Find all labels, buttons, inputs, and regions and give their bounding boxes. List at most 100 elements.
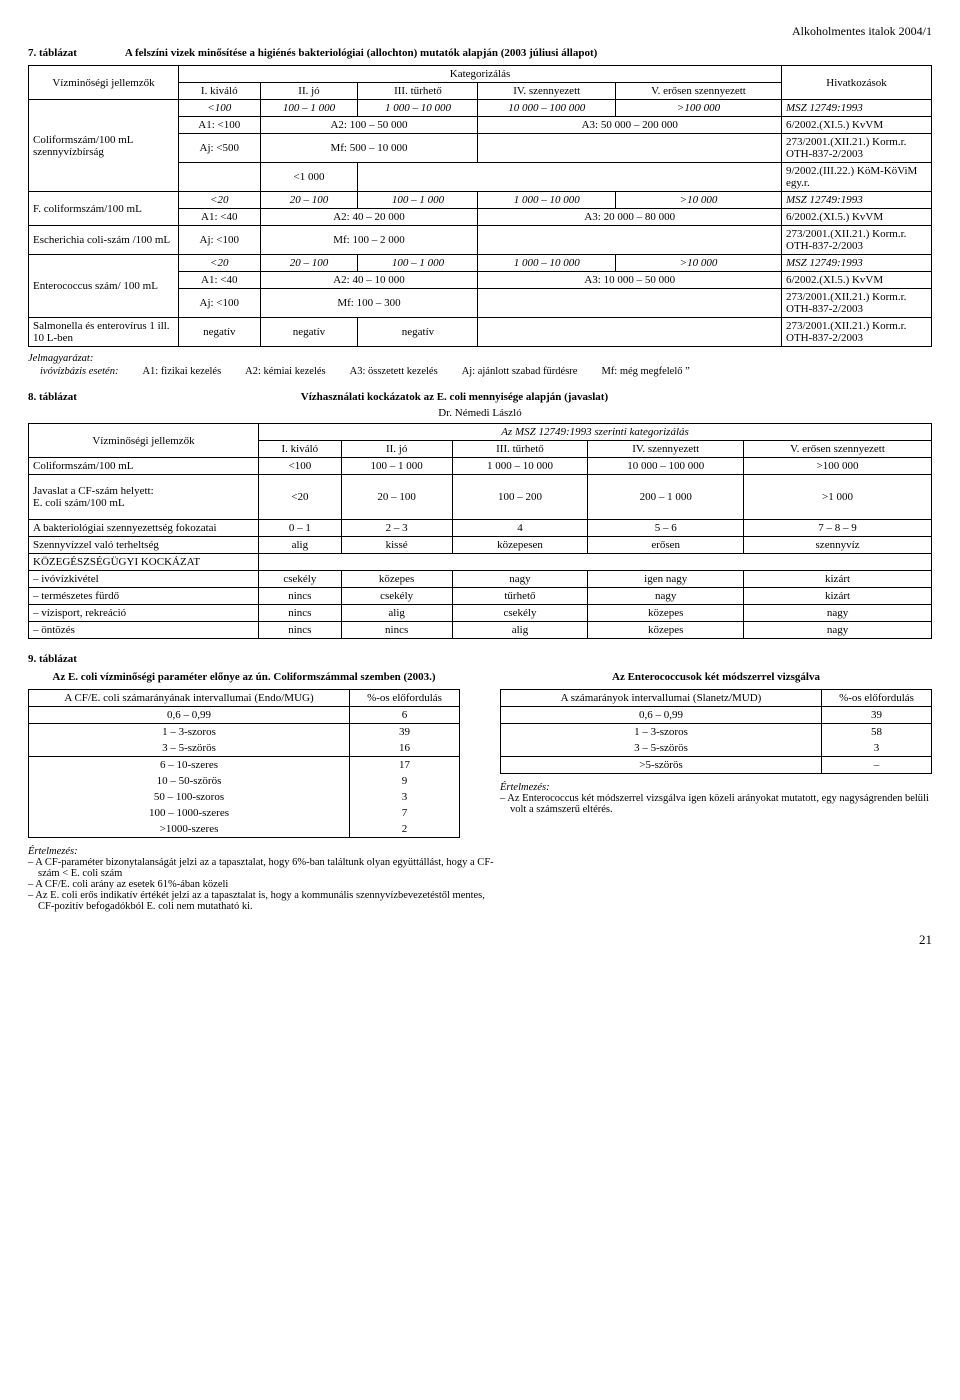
cell: A2: 40 – 20 000	[260, 209, 478, 226]
cell: Mf: 500 – 10 000	[260, 134, 478, 163]
cell: 16	[350, 740, 460, 757]
cell: 10 000 – 100 000	[478, 100, 616, 117]
cell: 0,6 – 0,99	[29, 707, 350, 724]
table-row: >5-szörös–	[501, 757, 932, 774]
cell: 2 – 3	[341, 520, 452, 537]
cell: 39	[350, 724, 460, 741]
cell: kizárt	[744, 588, 932, 605]
col-header: II. jó	[341, 441, 452, 458]
cell	[478, 134, 782, 163]
cell: csekély	[259, 571, 342, 588]
cell: 1 000 – 10 000	[358, 100, 478, 117]
table8: Vízminőségi jellemzők Az MSZ 12749:1993 …	[28, 423, 932, 639]
col-header: V. erősen szennyezett	[615, 83, 781, 100]
table9-container: Az E. coli vízminőségi paraméter előnye …	[28, 671, 932, 838]
table-row: – természetes fürdő nincs csekély tűrhet…	[29, 588, 932, 605]
cell: 5 – 6	[588, 520, 744, 537]
cell: 2	[350, 821, 460, 838]
cell: Mf: 100 – 2 000	[260, 226, 478, 255]
table-row: F. coliformszám/100 mL <20 20 – 100 100 …	[29, 192, 932, 209]
cell: 273/2001.(XII.21.) Korm.r. OTH-837-2/200…	[782, 134, 932, 163]
legend-item: Aj: ajánlott szabad fürdésre	[462, 366, 578, 377]
cell: negatív	[260, 318, 358, 347]
cell: 3 – 5-szörös	[29, 740, 350, 757]
col-header: A számarányok intervallumai (Slanetz/MUD…	[501, 690, 822, 707]
row-label: – öntözés	[29, 622, 259, 639]
cell: 4	[452, 520, 588, 537]
cell: nincs	[259, 588, 342, 605]
table-row: Vízminőségi jellemzők Az MSZ 12749:1993 …	[29, 424, 932, 441]
cell: csekély	[452, 605, 588, 622]
table-row: – vízisport, rekreáció nincs alig csekél…	[29, 605, 932, 622]
cell: >1000-szeres	[29, 821, 350, 838]
cell	[478, 318, 782, 347]
cell	[179, 163, 261, 192]
table-row: KÖZEGÉSZSÉGÜGYI KOCKÁZAT	[29, 554, 932, 571]
cell: <20	[179, 255, 261, 272]
cell: 273/2001.(XII.21.) Korm.r. OTH-837-2/200…	[782, 226, 932, 255]
cell: 58	[822, 724, 932, 741]
cell: 1 000 – 10 000	[452, 458, 588, 475]
cell: 6/2002.(XI.5.) KvVM	[782, 272, 932, 289]
row-label: Enterococcus szám/ 100 mL	[29, 255, 179, 318]
cell: negatív	[358, 318, 478, 347]
cell: alig	[341, 605, 452, 622]
row-label: Szennyvízzel való terheltség	[29, 537, 259, 554]
table-row: Javaslat a CF-szám helyett: E. coli szám…	[29, 475, 932, 520]
cell: A3: 50 000 – 200 000	[478, 117, 782, 134]
cell: 3	[350, 789, 460, 805]
table-row: A bakteriológiai szennyezettség fokozata…	[29, 520, 932, 537]
cell: nagy	[588, 588, 744, 605]
cell: 20 – 100	[260, 255, 358, 272]
table8-caption: 8. táblázat Vízhasználati kockázatok az …	[28, 391, 932, 403]
col-header: %-os előfordulás	[822, 690, 932, 707]
cell: 9	[350, 773, 460, 789]
table9-left-title: Az E. coli vízminőségi paraméter előnye …	[28, 671, 460, 683]
legend-item: Mf: még megfelelő ”	[601, 366, 689, 377]
table-row: Escherichia coli-szám /100 mL Aj: <100 M…	[29, 226, 932, 255]
col-header: Az MSZ 12749:1993 szerinti kategorizálás	[259, 424, 932, 441]
cell: alig	[259, 537, 342, 554]
cell: 1 000 – 10 000	[478, 255, 616, 272]
cell: 39	[822, 707, 932, 724]
legend-item: A1: fizikai kezelés	[142, 366, 221, 377]
col-header: Vízminőségi jellemzők	[29, 424, 259, 458]
table8-subtitle: Dr. Némedi László	[28, 407, 932, 419]
cell: kizárt	[744, 571, 932, 588]
table8-number: 8. táblázat	[28, 391, 77, 403]
table-row: 10 – 50-szörös 9	[29, 773, 460, 789]
cell: >100 000	[744, 458, 932, 475]
note-line: – Az Enterococcus két módszerrel vizsgál…	[500, 793, 932, 815]
cell: A2: 40 – 10 000	[260, 272, 478, 289]
cell: 100 – 1 000	[341, 458, 452, 475]
cell: 7	[350, 805, 460, 821]
col-header: V. erősen szennyezett	[744, 441, 932, 458]
cell: erősen	[588, 537, 744, 554]
table-row: 1 – 3-szoros 58	[501, 724, 932, 741]
col-header: A CF/E. coli számarányának intervallumai…	[29, 690, 350, 707]
cell: Aj: <500	[179, 134, 261, 163]
table9-right-title: Az Enterococcusok két módszerrel vizsgál…	[500, 671, 932, 683]
cell: <20	[259, 475, 342, 520]
row-label: Coliformszám/100 mL	[29, 458, 259, 475]
note-title: Értelmezés:	[28, 846, 498, 857]
row-label: Salmonella és enterovírus 1 ill. 10 L-be…	[29, 318, 179, 347]
table-row: 1 – 3-szoros 39	[29, 724, 460, 741]
cell	[478, 289, 782, 318]
cell	[358, 163, 782, 192]
col-header: I. kiváló	[259, 441, 342, 458]
cell: 273/2001.(XII.21.) Korm.r. OTH-837-2/200…	[782, 318, 932, 347]
table9-right-notes: Értelmezés: – Az Enterococcus két módsze…	[500, 782, 932, 815]
cell: >1 000	[744, 475, 932, 520]
legend-item: A3: összetett kezelés	[350, 366, 438, 377]
row-label: Coliformszám/100 mL szennyvízbírság	[29, 100, 179, 192]
row-label: A bakteriológiai szennyezettség fokozata…	[29, 520, 259, 537]
cell: 20 – 100	[260, 192, 358, 209]
table-row: 100 – 1000-szeres 7	[29, 805, 460, 821]
cell: 10 000 – 100 000	[588, 458, 744, 475]
cell: 100 – 1 000	[358, 192, 478, 209]
col-header: Kategorizálás	[179, 66, 782, 83]
table8-title: Vízhasználati kockázatok az E. coli menn…	[125, 391, 784, 403]
table7-legend: Jelmagyarázat: ivóvízbázis esetén: A1: f…	[28, 353, 932, 377]
cell: 7 – 8 – 9	[744, 520, 932, 537]
